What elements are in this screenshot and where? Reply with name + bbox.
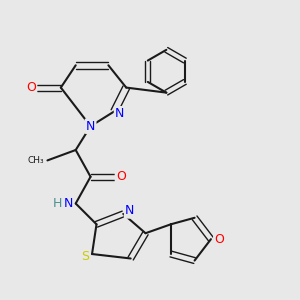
Text: N: N — [125, 204, 134, 218]
Text: N: N — [115, 107, 124, 120]
Text: H: H — [52, 197, 62, 210]
Text: O: O — [214, 233, 224, 246]
Text: S: S — [82, 250, 89, 263]
Text: O: O — [26, 81, 36, 94]
Text: N: N — [86, 120, 95, 133]
Text: CH₃: CH₃ — [28, 156, 44, 165]
Text: O: O — [116, 170, 126, 183]
Text: N: N — [64, 197, 73, 210]
